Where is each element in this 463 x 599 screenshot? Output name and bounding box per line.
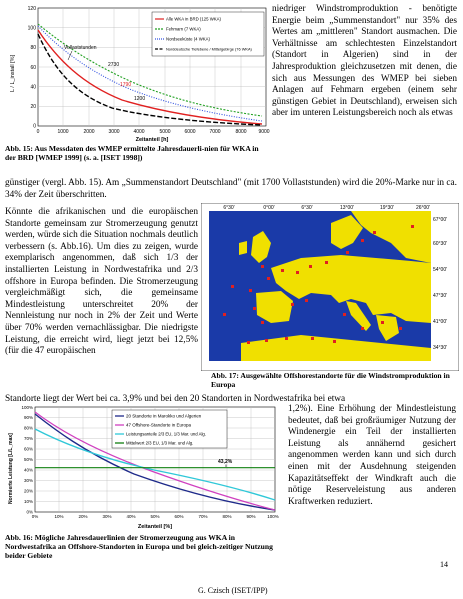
svg-text:1000: 1000 <box>57 129 68 135</box>
fig17-lat-2: 54°00' <box>433 267 447 273</box>
full-width-text-1: günstiger (vergl. Abb. 15). Am „Summenst… <box>5 178 457 200</box>
svg-text:6000: 6000 <box>184 129 195 135</box>
figure-17-map: 6°30' 0°00' 6°30' 13°00' 19°30' 26°00' 6… <box>201 203 459 371</box>
figure-15-chart: 120 100 80 60 40 20 0 0 1000 2000 3000 4000 5000… <box>10 6 270 143</box>
svg-text:0%: 0% <box>32 514 39 519</box>
fig17-lon-2: 6°30' <box>301 205 312 211</box>
svg-text:80%: 80% <box>222 514 231 519</box>
full-width-text-2: Standorte liegt der Wert bei ca. 3,9% un… <box>5 394 346 404</box>
fig15-annotation: Vollaststunden <box>64 45 97 51</box>
svg-text:40: 40 <box>30 85 36 91</box>
svg-text:50%: 50% <box>24 457 33 462</box>
fig15-legend-1: Fehmarn (7 WKA) <box>166 27 201 32</box>
page-number: 14 <box>440 560 448 569</box>
svg-text:8000: 8000 <box>235 129 246 135</box>
svg-text:80: 80 <box>30 45 36 51</box>
fig17-lat-5: 34°30' <box>433 345 447 351</box>
svg-text:3000: 3000 <box>108 129 119 135</box>
fig16-curve-europe <box>34 411 276 511</box>
fig17-lon-5: 26°00' <box>416 205 430 211</box>
fig15-curve-nordsee <box>37 25 263 122</box>
svg-text:0%: 0% <box>26 510 33 515</box>
left-column-text: Könnte die afrikanischen und die europäi… <box>5 207 198 357</box>
fig17-lat-4: 41°00' <box>433 319 447 325</box>
svg-text:70%: 70% <box>24 436 33 441</box>
right-column-text-2: 1,2%). Eine Erhöhung der Mindestleistung… <box>288 404 456 507</box>
svg-text:20: 20 <box>30 104 36 110</box>
svg-text:60%: 60% <box>174 514 183 519</box>
svg-text:90%: 90% <box>246 514 255 519</box>
fig15-legend-0: Alle WKA in BRD (125 WKA) <box>166 17 221 22</box>
right-column-text-1: niedriger Windstromproduktion - benötigt… <box>272 4 457 119</box>
svg-text:30%: 30% <box>102 514 111 519</box>
svg-text:10%: 10% <box>24 499 33 504</box>
fig17-lon-0: 6°30' <box>223 205 234 211</box>
fig17-lat-1: 60°30' <box>433 241 447 247</box>
svg-text:0: 0 <box>37 129 40 135</box>
fig16-legend-0: 20 Standorte in Marokko und Algerien <box>126 414 202 419</box>
svg-text:30%: 30% <box>24 478 33 483</box>
fig15-curve-fehmarn <box>37 23 263 117</box>
fig15-legend-3: Norddeutsche Tiefebene / Mittelgebirge (… <box>166 47 253 52</box>
svg-text:4000: 4000 <box>133 129 144 135</box>
fig15-label-1790: 1790 <box>120 82 131 88</box>
svg-text:100%: 100% <box>267 514 279 519</box>
fig16-xlabel: Zeitanteil [%] <box>138 524 172 530</box>
svg-text:50%: 50% <box>150 514 159 519</box>
svg-text:20%: 20% <box>78 514 87 519</box>
fig17-caption: Abb. 17: Ausgewählte Offshorestandorte f… <box>211 371 450 390</box>
svg-text:80%: 80% <box>24 426 33 431</box>
fig16-caption: Abb. 16: Mögliche Jahresdauerlinien der … <box>5 533 273 561</box>
fig15-curve-tiefebene <box>37 33 263 126</box>
svg-text:70%: 70% <box>198 514 207 519</box>
svg-text:60: 60 <box>30 65 36 71</box>
svg-text:100: 100 <box>28 26 37 32</box>
svg-text:40%: 40% <box>126 514 135 519</box>
svg-text:2000: 2000 <box>83 129 94 135</box>
svg-text:60%: 60% <box>24 447 33 452</box>
svg-text:40%: 40% <box>24 468 33 473</box>
fig17-lat-0: 67°00' <box>433 217 447 223</box>
fig16-curve-africa <box>34 413 276 511</box>
svg-text:9000: 9000 <box>258 129 269 135</box>
svg-text:120: 120 <box>28 6 37 12</box>
svg-text:10%: 10% <box>54 514 63 519</box>
figure-16-chart: 100% 90% 80% 70% 60% 50% 40% 30% 20% 10% 0% 0% 1… <box>8 405 279 530</box>
author-footer: G. Czisch (ISET/IPP) <box>198 586 268 595</box>
fig16-ylabel: Normierte Leistung [L/L_max] <box>8 433 14 504</box>
fig15-ylabel: L / L_install [%] <box>10 54 16 92</box>
fig15-label-1200: 1200 <box>134 96 145 102</box>
fig15-legend-2: Nordseeküste (4 WKA) <box>166 37 211 42</box>
fig15-label-2730: 2730 <box>108 62 119 68</box>
fig16-mean-label: 43,2% <box>218 459 233 465</box>
svg-text:5000: 5000 <box>159 129 170 135</box>
svg-text:0: 0 <box>33 124 36 130</box>
fig16-legend-2: Leistungsanteile 2/3 EU, 1/3 Mar. und Al… <box>126 432 206 437</box>
fig16-curve-combined <box>34 428 276 501</box>
fig17-lon-3: 13°00' <box>340 205 354 211</box>
svg-text:20%: 20% <box>24 489 33 494</box>
svg-text:100%: 100% <box>21 405 33 410</box>
fig17-lon-1: 0°00' <box>263 205 274 211</box>
fig16-legend-3: Mittelwert 2/3 EU, 1/3 Mar. und Alg. <box>126 441 193 446</box>
fig15-caption: Abb. 15: Aus Messdaten des WMEP ermittel… <box>5 144 259 163</box>
fig15-curve-all <box>37 29 263 125</box>
svg-text:7000: 7000 <box>209 129 220 135</box>
fig17-lat-3: 47°30' <box>433 293 447 299</box>
svg-text:90%: 90% <box>24 415 33 420</box>
fig17-lon-4: 19°30' <box>380 205 394 211</box>
fig15-xlabel: Zeitanteil [h] <box>136 137 169 143</box>
fig16-legend-1: 47 Offshore-Standorte in Europa <box>126 423 191 428</box>
